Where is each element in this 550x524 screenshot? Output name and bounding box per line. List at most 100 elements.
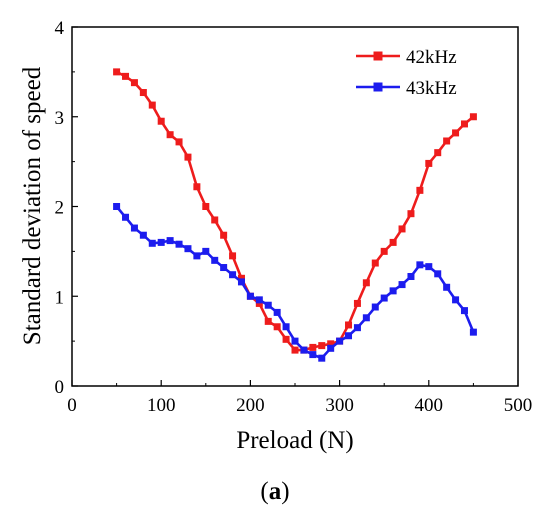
data-point — [371, 303, 379, 311]
data-point — [327, 340, 335, 348]
data-point — [184, 153, 192, 161]
data-point — [371, 259, 379, 267]
y-tick-label: 2 — [55, 198, 65, 219]
chart: 0 100 200 300 400 500 0 1 2 3 4 Preload (N) Stand… — [19, 18, 532, 454]
y-tick-label: 1 — [55, 287, 65, 308]
data-point — [309, 343, 317, 351]
data-point — [353, 299, 361, 307]
y-tick-label: 4 — [55, 18, 65, 39]
data-point — [130, 224, 138, 232]
data-point — [122, 72, 130, 80]
data-point — [246, 292, 254, 300]
data-point — [434, 270, 442, 278]
x-tick-label: 400 — [415, 395, 444, 416]
data-point — [425, 159, 433, 167]
data-point — [139, 231, 147, 239]
legend: 42kHz 43kHz — [356, 47, 457, 99]
series-layer — [113, 68, 477, 362]
data-point — [148, 101, 156, 109]
data-point — [362, 314, 370, 322]
data-point — [193, 252, 201, 260]
data-point — [166, 237, 174, 245]
data-point — [273, 308, 281, 316]
series-line — [116, 70, 475, 352]
data-point — [443, 137, 451, 145]
data-point — [407, 210, 415, 218]
data-point — [211, 256, 219, 264]
y-tick-label: 0 — [55, 377, 65, 398]
data-point — [166, 131, 174, 139]
data-point — [460, 307, 468, 315]
data-point — [202, 203, 210, 210]
x-axis: 0 100 200 300 400 500 — [67, 380, 532, 416]
data-point — [291, 337, 299, 345]
data-point — [202, 247, 210, 255]
data-point — [380, 247, 388, 255]
data-point — [398, 225, 406, 233]
caption-letter: a — [268, 478, 282, 505]
data-point — [443, 283, 451, 291]
legend-label: 43kHz — [406, 78, 457, 99]
data-point — [336, 337, 344, 345]
x-tick-label: 500 — [504, 395, 533, 416]
y-tick-label: 3 — [55, 108, 65, 129]
y-axis: 0 1 2 3 4 — [55, 18, 78, 398]
data-point — [175, 240, 183, 248]
data-point — [220, 231, 228, 239]
legend-marker — [373, 51, 383, 61]
data-point — [113, 68, 121, 76]
data-point — [389, 238, 397, 246]
x-axis-label: Preload (N) — [236, 427, 353, 454]
caption-open: ( — [260, 478, 269, 505]
data-point — [255, 296, 263, 304]
x-tick-label: 100 — [147, 395, 176, 416]
data-point — [327, 344, 335, 352]
data-point — [353, 324, 361, 332]
data-point — [273, 323, 281, 331]
data-point — [300, 346, 308, 354]
data-point — [184, 245, 192, 253]
legend-label: 42kHz — [406, 47, 457, 68]
data-point — [139, 89, 147, 97]
data-point — [469, 328, 477, 336]
series-42kHz — [113, 68, 477, 354]
x-tick-label: 0 — [67, 395, 77, 416]
figure-caption: (a) — [0, 478, 550, 506]
data-point — [407, 273, 415, 281]
data-point — [345, 332, 353, 340]
data-point — [362, 279, 370, 287]
data-point — [220, 264, 228, 272]
data-point — [264, 301, 272, 309]
y-axis-label: Standard deviation of speed — [19, 66, 46, 345]
data-point — [389, 287, 397, 295]
x-tick-label: 200 — [236, 395, 265, 416]
data-point — [148, 239, 156, 247]
data-point — [113, 203, 121, 210]
data-point — [157, 238, 165, 246]
legend-item: 42kHz — [356, 47, 457, 68]
data-point — [425, 263, 433, 271]
data-point — [237, 274, 245, 282]
data-point — [122, 213, 130, 221]
caption-close: ) — [281, 478, 290, 505]
data-point — [282, 323, 290, 331]
data-point — [237, 278, 245, 286]
data-point — [229, 252, 237, 260]
data-point — [452, 296, 460, 304]
data-point — [193, 183, 201, 191]
data-point — [175, 138, 183, 146]
legend-marker — [373, 82, 383, 92]
data-point — [282, 335, 290, 343]
data-point — [157, 117, 165, 125]
series-line — [115, 205, 475, 360]
data-point — [318, 342, 326, 350]
data-point — [416, 186, 424, 194]
data-point — [460, 120, 468, 128]
data-point — [469, 113, 477, 121]
data-point — [380, 294, 388, 302]
data-point — [345, 321, 353, 329]
data-point — [264, 317, 272, 325]
legend-item: 43kHz — [356, 78, 457, 99]
data-point — [229, 271, 237, 279]
data-point — [452, 129, 460, 137]
